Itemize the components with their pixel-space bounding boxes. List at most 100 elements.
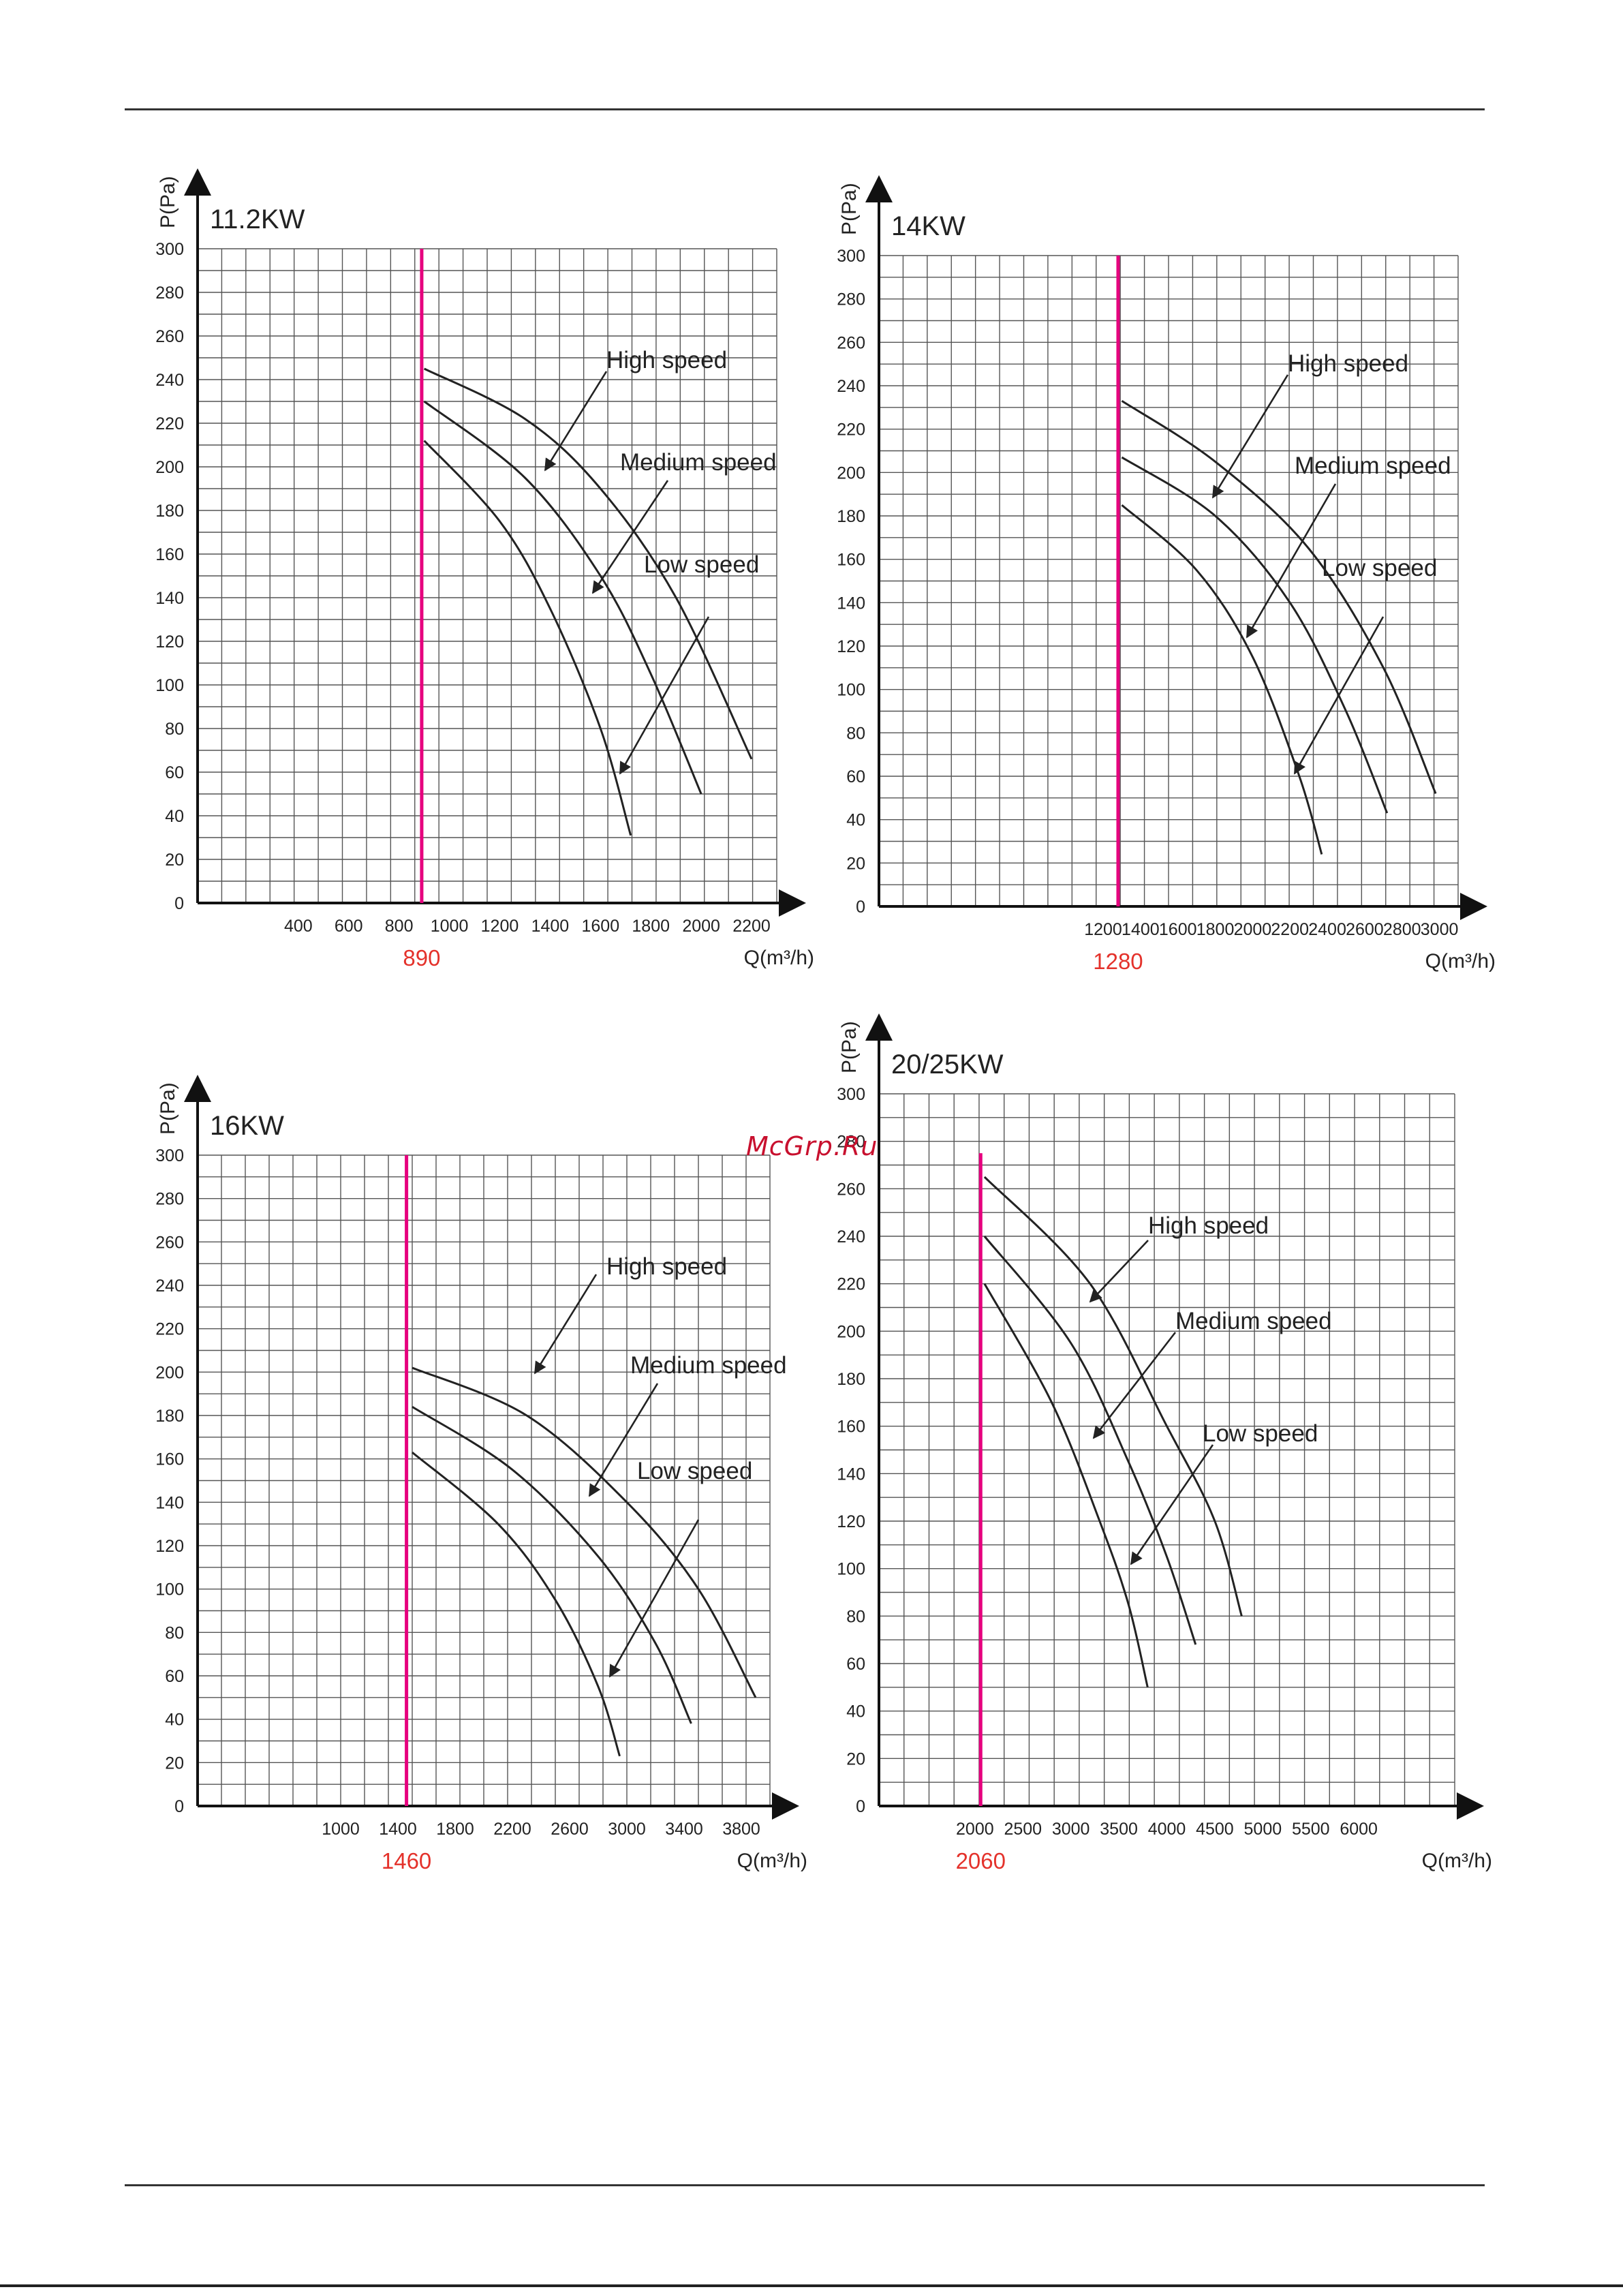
x-tick-label: 2000 bbox=[1234, 920, 1272, 939]
series-high-speed-line bbox=[423, 367, 753, 760]
y-tick-label: 0 bbox=[174, 894, 184, 913]
x-tick-label: 2400 bbox=[1308, 920, 1346, 939]
y-tick-label: 100 bbox=[155, 1580, 184, 1599]
series-medium-speed-line bbox=[412, 1405, 692, 1724]
y-tick-label: 280 bbox=[837, 1133, 865, 1152]
y-tick-label: 300 bbox=[155, 1146, 184, 1165]
x-tick-label: 1800 bbox=[436, 1820, 474, 1839]
y-tick-label: 240 bbox=[837, 1227, 865, 1246]
y-tick-label: 80 bbox=[165, 720, 184, 739]
y-tick-label: 40 bbox=[165, 1711, 184, 1730]
x-tick-label: 2000 bbox=[682, 917, 720, 936]
series-medium-speed-line bbox=[423, 400, 702, 795]
series-low-speed-line bbox=[423, 440, 632, 836]
series-low-speed-arrow bbox=[619, 616, 710, 775]
series-high-speed-label: High speed bbox=[606, 1253, 727, 1280]
y-tick-label: 120 bbox=[837, 637, 865, 656]
x-tick-label: 1200 bbox=[481, 917, 519, 936]
y-tick-label: 280 bbox=[155, 1190, 184, 1209]
y-tick-label: 280 bbox=[155, 284, 184, 303]
y-axis-label: P(Pa) bbox=[157, 1082, 179, 1135]
series-medium-speed-arrow bbox=[591, 480, 669, 594]
x-tick-label: 2800 bbox=[1383, 920, 1421, 939]
y-axis-label: P(Pa) bbox=[838, 183, 861, 235]
y-tick-label: 280 bbox=[837, 290, 865, 309]
series-medium-speed-arrow bbox=[1246, 483, 1337, 639]
y-tick-label: 20 bbox=[165, 851, 184, 870]
chart-16kw: 0 20 40 60 80 100 120 140 160 180 200 220 240 260 280 3… bbox=[155, 1075, 807, 1873]
y-tick-label: 240 bbox=[155, 1276, 184, 1296]
x-axis-label: Q(m³/h) bbox=[744, 947, 814, 969]
y-tick-label: 100 bbox=[155, 676, 184, 695]
y-tick-label: 160 bbox=[155, 545, 184, 564]
series-low-speed-line bbox=[412, 1451, 621, 1757]
series-low-speed-line bbox=[1121, 504, 1323, 855]
x-tick-label: 2000 bbox=[956, 1820, 994, 1839]
series-low-speed-label: Low speed bbox=[1203, 1420, 1318, 1447]
y-tick-label: 60 bbox=[846, 767, 865, 786]
chart-14kw: 0 20 40 60 80 100 120 140 160 180 200 220 240 260 280 3… bbox=[837, 175, 1496, 974]
x-tick-label: 800 bbox=[385, 917, 414, 936]
reference-label: 890 bbox=[403, 945, 440, 970]
x-tick-label: 3500 bbox=[1100, 1820, 1138, 1839]
series-low-speed-label: Low speed bbox=[1322, 555, 1437, 581]
x-tick-label: 400 bbox=[284, 917, 313, 936]
x-tick-label: 4000 bbox=[1148, 1820, 1186, 1839]
y-axis-label: P(Pa) bbox=[157, 176, 179, 228]
x-tick-label: 2600 bbox=[551, 1820, 589, 1839]
x-tick-label: 3000 bbox=[608, 1820, 646, 1839]
y-tick-label: 140 bbox=[155, 1493, 184, 1512]
x-tick-label: 6000 bbox=[1340, 1820, 1378, 1839]
y-tick-label: 200 bbox=[155, 458, 184, 477]
y-tick-label: 200 bbox=[837, 1322, 865, 1341]
x-tick-label: 5500 bbox=[1292, 1820, 1330, 1839]
x-tick-label: 2500 bbox=[1004, 1820, 1042, 1839]
y-tick-label: 140 bbox=[837, 1465, 865, 1484]
y-tick-label: 120 bbox=[837, 1512, 865, 1531]
y-tick-label: 120 bbox=[155, 632, 184, 652]
series-high-speed-label: High speed bbox=[1288, 350, 1408, 377]
x-tick-label: 4500 bbox=[1196, 1820, 1234, 1839]
y-tick-label: 160 bbox=[837, 551, 865, 570]
y-tick-label: 300 bbox=[155, 240, 184, 259]
x-tick-label: 600 bbox=[335, 917, 363, 936]
series-high-speed-line bbox=[983, 1176, 1243, 1617]
bottom-rule bbox=[125, 2184, 1485, 2186]
chart-20-25kw: 0 20 40 60 80 100 120 140 160 180 200 220 240 260 280 3… bbox=[837, 1013, 1492, 1873]
x-tick-label: 1200 bbox=[1084, 920, 1122, 939]
x-tick-label: 2200 bbox=[493, 1820, 531, 1839]
y-tick-label: 260 bbox=[837, 1180, 865, 1199]
series-medium-speed-arrow bbox=[1092, 1332, 1177, 1439]
y-tick-label: 220 bbox=[837, 420, 865, 440]
y-tick-label: 40 bbox=[846, 1702, 865, 1721]
series-medium-speed-line bbox=[983, 1236, 1197, 1645]
x-axis-label: Q(m³/h) bbox=[737, 1850, 807, 1872]
grid bbox=[197, 1154, 771, 1807]
y-tick-label: 220 bbox=[155, 414, 184, 433]
x-tick-label: 5000 bbox=[1244, 1820, 1282, 1839]
y-tick-label: 100 bbox=[837, 1560, 865, 1579]
series-high-speed-label: High speed bbox=[1148, 1212, 1269, 1239]
y-tick-label: 20 bbox=[165, 1754, 184, 1773]
y-tick-label: 80 bbox=[846, 1607, 865, 1626]
y-tick-label: 160 bbox=[155, 1450, 184, 1469]
series-low-speed-arrow bbox=[608, 1519, 700, 1678]
series-high-speed-line bbox=[412, 1366, 757, 1698]
y-axis-label: P(Pa) bbox=[838, 1021, 861, 1073]
series-low-speed-arrow bbox=[1293, 616, 1385, 775]
y-tick-label: 160 bbox=[837, 1418, 865, 1437]
x-tick-label: 3000 bbox=[1421, 920, 1459, 939]
grid bbox=[878, 1093, 1455, 1807]
chart-title: 14KW bbox=[891, 211, 965, 241]
x-tick-label: 1400 bbox=[379, 1820, 417, 1839]
series-low-speed-line bbox=[983, 1283, 1149, 1688]
y-tick-label: 300 bbox=[837, 1085, 865, 1104]
series-high-speed-label: High speed bbox=[606, 347, 727, 373]
series-low-speed-label: Low speed bbox=[637, 1458, 752, 1484]
y-tick-label: 40 bbox=[846, 811, 865, 830]
y-tick-label: 20 bbox=[846, 1749, 865, 1769]
x-tick-label: 2600 bbox=[1346, 920, 1384, 939]
series-high-speed-arrow bbox=[1089, 1240, 1149, 1303]
grid bbox=[197, 248, 777, 904]
series-high-speed-arrow bbox=[534, 1274, 598, 1375]
